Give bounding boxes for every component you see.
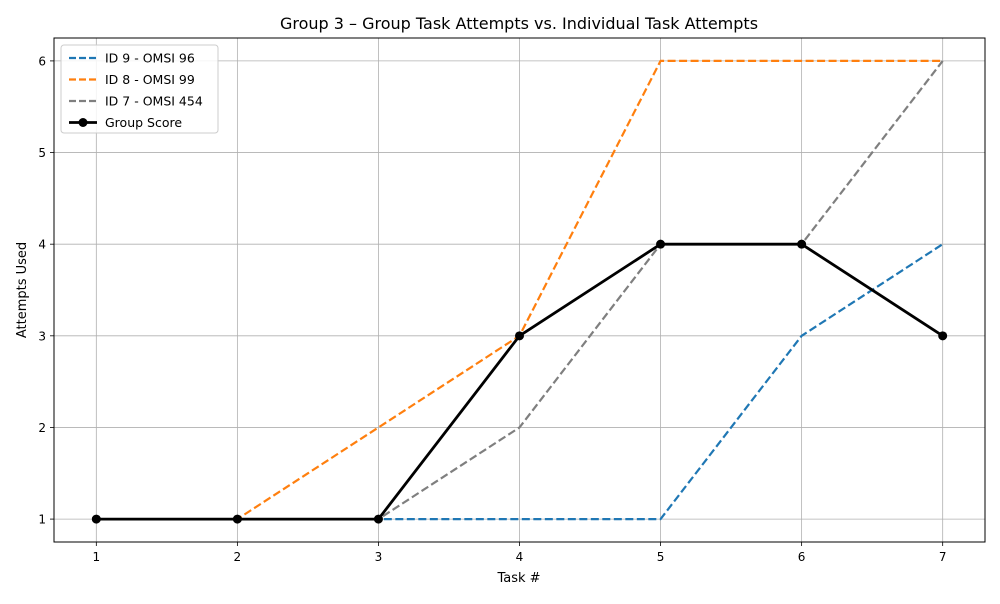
- chart-title: Group 3 – Group Task Attempts vs. Indivi…: [280, 14, 758, 33]
- legend-box: [60, 44, 219, 134]
- group-score-point: [91, 514, 101, 524]
- x-tick-label: 7: [939, 550, 947, 564]
- y-tick-label: 2: [38, 421, 46, 435]
- legend-label: Group Score: [105, 115, 182, 130]
- series-lines: [91, 59, 948, 524]
- y-tick-label: 5: [38, 146, 46, 160]
- y-tick-label: 3: [38, 329, 46, 343]
- group-score-point: [797, 239, 807, 249]
- group-score-point: [656, 239, 666, 249]
- group-score-point: [232, 514, 242, 524]
- y-tick-label: 1: [38, 513, 46, 527]
- legend-label: ID 7 - OMSI 454: [105, 94, 203, 109]
- legend-label: ID 8 - OMSI 99: [105, 72, 195, 87]
- x-tick-label: 5: [657, 550, 665, 564]
- x-tick-label: 3: [375, 550, 383, 564]
- legend-marker: [78, 118, 88, 127]
- axis-ticks: 1 2 3 4 5 6 7 1 2 3 4 5 6: [38, 54, 946, 564]
- x-tick-label: 6: [798, 550, 806, 564]
- y-tick-label: 6: [38, 54, 46, 68]
- x-tick-label: 2: [234, 550, 242, 564]
- y-tick-label: 4: [38, 238, 46, 252]
- legend: ID 9 - OMSI 96 ID 8 - OMSI 99 ID 7 - OMSI …: [60, 44, 219, 134]
- group-score-point: [373, 514, 383, 524]
- group-score-point: [938, 331, 948, 341]
- x-axis-label: Task #: [496, 571, 540, 586]
- group-score-point: [515, 331, 524, 341]
- x-tick-label: 1: [92, 550, 100, 564]
- legend-label: ID 9 - OMSI 96: [105, 51, 195, 66]
- y-axis-label: Attempts Used: [15, 242, 30, 338]
- x-tick-label: 4: [516, 550, 524, 564]
